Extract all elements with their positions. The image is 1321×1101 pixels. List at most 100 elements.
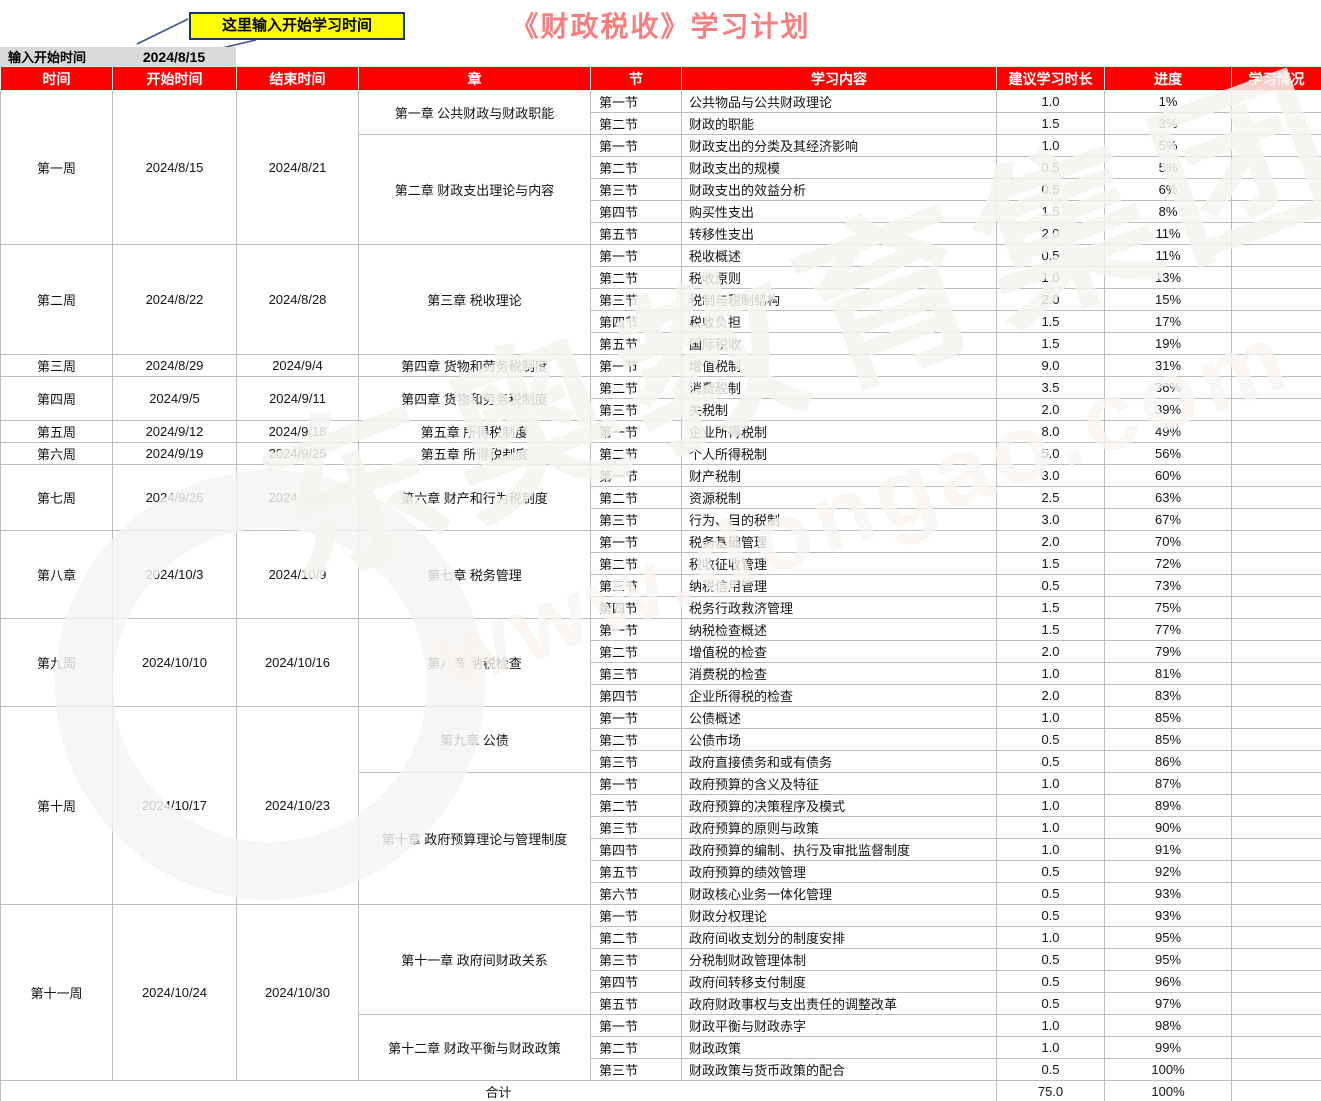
content-cell[interactable]: 政府财政事权与支出责任的调整改革 bbox=[681, 992, 997, 1015]
content-cell[interactable]: 政府预算的编制、执行及审批监督制度 bbox=[681, 838, 997, 861]
content-cell[interactable]: 政府预算的绩效管理 bbox=[681, 860, 997, 883]
content-cell[interactable]: 行为、目的税制 bbox=[681, 508, 997, 531]
status-cell[interactable] bbox=[1231, 860, 1321, 883]
content-cell[interactable]: 财政政策与货币政策的配合 bbox=[681, 1058, 997, 1081]
start-date-cell[interactable]: 2024/10/10 bbox=[112, 618, 237, 707]
section-cell[interactable]: 第三节 bbox=[590, 750, 682, 773]
progress-cell[interactable]: 79% bbox=[1104, 640, 1232, 663]
total-label-cell[interactable]: 合计 bbox=[0, 1080, 997, 1101]
progress-cell[interactable]: 70% bbox=[1104, 530, 1232, 553]
status-cell[interactable] bbox=[1231, 200, 1321, 223]
content-cell[interactable]: 企业所得税制 bbox=[681, 420, 997, 443]
start-date-cell[interactable]: 2024/9/5 bbox=[112, 376, 237, 421]
content-cell[interactable]: 纳税信用管理 bbox=[681, 574, 997, 597]
progress-cell[interactable]: 17% bbox=[1104, 310, 1232, 333]
chapter-cell[interactable]: 第十二章 财政平衡与财政政策 bbox=[358, 1014, 591, 1081]
content-cell[interactable]: 转移性支出 bbox=[681, 222, 997, 245]
content-cell[interactable]: 税务基础管理 bbox=[681, 530, 997, 553]
end-date-cell[interactable]: 2024/9/11 bbox=[236, 376, 359, 421]
hours-cell[interactable]: 2.0 bbox=[996, 398, 1105, 421]
hours-cell[interactable]: 2.0 bbox=[996, 684, 1105, 707]
chapter-cell[interactable]: 第四章 货物和劳务税制度 bbox=[358, 354, 591, 377]
status-cell[interactable] bbox=[1231, 376, 1321, 399]
status-cell[interactable] bbox=[1231, 332, 1321, 355]
week-cell[interactable]: 第五周 bbox=[0, 420, 113, 443]
section-cell[interactable]: 第三节 bbox=[590, 288, 682, 311]
hours-cell[interactable]: 1.0 bbox=[996, 926, 1105, 949]
content-cell[interactable]: 国际税收 bbox=[681, 332, 997, 355]
week-cell[interactable]: 第十一周 bbox=[0, 904, 113, 1081]
hours-cell[interactable]: 1.0 bbox=[996, 706, 1105, 729]
chapter-cell[interactable]: 第十一章 政府间财政关系 bbox=[358, 904, 591, 1015]
progress-cell[interactable]: 3% bbox=[1104, 112, 1232, 135]
status-cell[interactable] bbox=[1231, 992, 1321, 1015]
content-cell[interactable]: 财政支出的规模 bbox=[681, 156, 997, 179]
hours-cell[interactable]: 1.0 bbox=[996, 134, 1105, 157]
status-cell[interactable] bbox=[1231, 156, 1321, 179]
content-cell[interactable]: 公债市场 bbox=[681, 728, 997, 751]
week-cell[interactable]: 第一周 bbox=[0, 90, 113, 245]
progress-cell[interactable]: 77% bbox=[1104, 618, 1232, 641]
status-cell[interactable] bbox=[1231, 1036, 1321, 1059]
hours-cell[interactable]: 1.5 bbox=[996, 200, 1105, 223]
status-cell[interactable] bbox=[1231, 750, 1321, 773]
start-date-cell[interactable]: 2024/9/19 bbox=[112, 442, 237, 465]
section-cell[interactable]: 第五节 bbox=[590, 222, 682, 245]
chapter-cell[interactable]: 第二章 财政支出理论与内容 bbox=[358, 134, 591, 245]
progress-cell[interactable]: 95% bbox=[1104, 926, 1232, 949]
chapter-cell[interactable]: 第六章 财产和行为税制度 bbox=[358, 464, 591, 531]
total-hours-cell[interactable]: 75.0 bbox=[996, 1080, 1105, 1101]
start-date-cell[interactable]: 2024/8/29 bbox=[112, 354, 237, 377]
total-progress-cell[interactable]: 100% bbox=[1104, 1080, 1232, 1101]
status-cell[interactable] bbox=[1231, 288, 1321, 311]
content-cell[interactable]: 政府预算的决策程序及模式 bbox=[681, 794, 997, 817]
section-cell[interactable]: 第二节 bbox=[590, 926, 682, 949]
content-cell[interactable]: 政府预算的含义及特征 bbox=[681, 772, 997, 795]
section-cell[interactable]: 第二节 bbox=[590, 552, 682, 575]
progress-cell[interactable]: 92% bbox=[1104, 860, 1232, 883]
content-cell[interactable]: 税收概述 bbox=[681, 244, 997, 267]
section-cell[interactable]: 第六节 bbox=[590, 882, 682, 905]
start-date-cell[interactable]: 2024/8/15 bbox=[112, 90, 237, 245]
section-cell[interactable]: 第四节 bbox=[590, 838, 682, 861]
content-cell[interactable]: 财政支出的效益分析 bbox=[681, 178, 997, 201]
status-cell[interactable] bbox=[1231, 816, 1321, 839]
start-date-cell[interactable]: 2024/8/22 bbox=[112, 244, 237, 355]
section-cell[interactable]: 第五节 bbox=[590, 860, 682, 883]
hours-cell[interactable]: 2.5 bbox=[996, 486, 1105, 509]
content-cell[interactable]: 增值税制 bbox=[681, 354, 997, 377]
progress-cell[interactable]: 85% bbox=[1104, 728, 1232, 751]
section-cell[interactable]: 第二节 bbox=[590, 794, 682, 817]
hours-cell[interactable]: 1.0 bbox=[996, 90, 1105, 113]
hours-cell[interactable]: 0.5 bbox=[996, 750, 1105, 773]
hours-cell[interactable]: 1.5 bbox=[996, 112, 1105, 135]
hours-cell[interactable]: 0.5 bbox=[996, 992, 1105, 1015]
progress-cell[interactable]: 6% bbox=[1104, 178, 1232, 201]
section-cell[interactable]: 第五节 bbox=[590, 992, 682, 1015]
progress-cell[interactable]: 87% bbox=[1104, 772, 1232, 795]
content-cell[interactable]: 资源税制 bbox=[681, 486, 997, 509]
section-cell[interactable]: 第三节 bbox=[590, 508, 682, 531]
status-cell[interactable] bbox=[1231, 354, 1321, 377]
status-cell[interactable] bbox=[1231, 838, 1321, 861]
progress-cell[interactable]: 1% bbox=[1104, 90, 1232, 113]
progress-cell[interactable]: 75% bbox=[1104, 596, 1232, 619]
content-cell[interactable]: 企业所得税的检查 bbox=[681, 684, 997, 707]
progress-cell[interactable]: 95% bbox=[1104, 948, 1232, 971]
progress-cell[interactable]: 39% bbox=[1104, 398, 1232, 421]
end-date-cell[interactable]: 2024/9/4 bbox=[236, 354, 359, 377]
week-cell[interactable]: 第六周 bbox=[0, 442, 113, 465]
section-cell[interactable]: 第一节 bbox=[590, 90, 682, 113]
status-cell[interactable] bbox=[1231, 1058, 1321, 1081]
start-date-cell[interactable]: 2024/10/17 bbox=[112, 706, 237, 905]
week-cell[interactable]: 第十周 bbox=[0, 706, 113, 905]
content-cell[interactable]: 财政核心业务一体化管理 bbox=[681, 882, 997, 905]
progress-cell[interactable]: 85% bbox=[1104, 706, 1232, 729]
hours-cell[interactable]: 2.0 bbox=[996, 222, 1105, 245]
content-cell[interactable]: 财政政策 bbox=[681, 1036, 997, 1059]
section-cell[interactable]: 第三节 bbox=[590, 948, 682, 971]
end-date-cell[interactable]: 2024/10/30 bbox=[236, 904, 359, 1081]
status-cell[interactable] bbox=[1231, 398, 1321, 421]
status-cell[interactable] bbox=[1231, 574, 1321, 597]
progress-cell[interactable]: 98% bbox=[1104, 1014, 1232, 1037]
